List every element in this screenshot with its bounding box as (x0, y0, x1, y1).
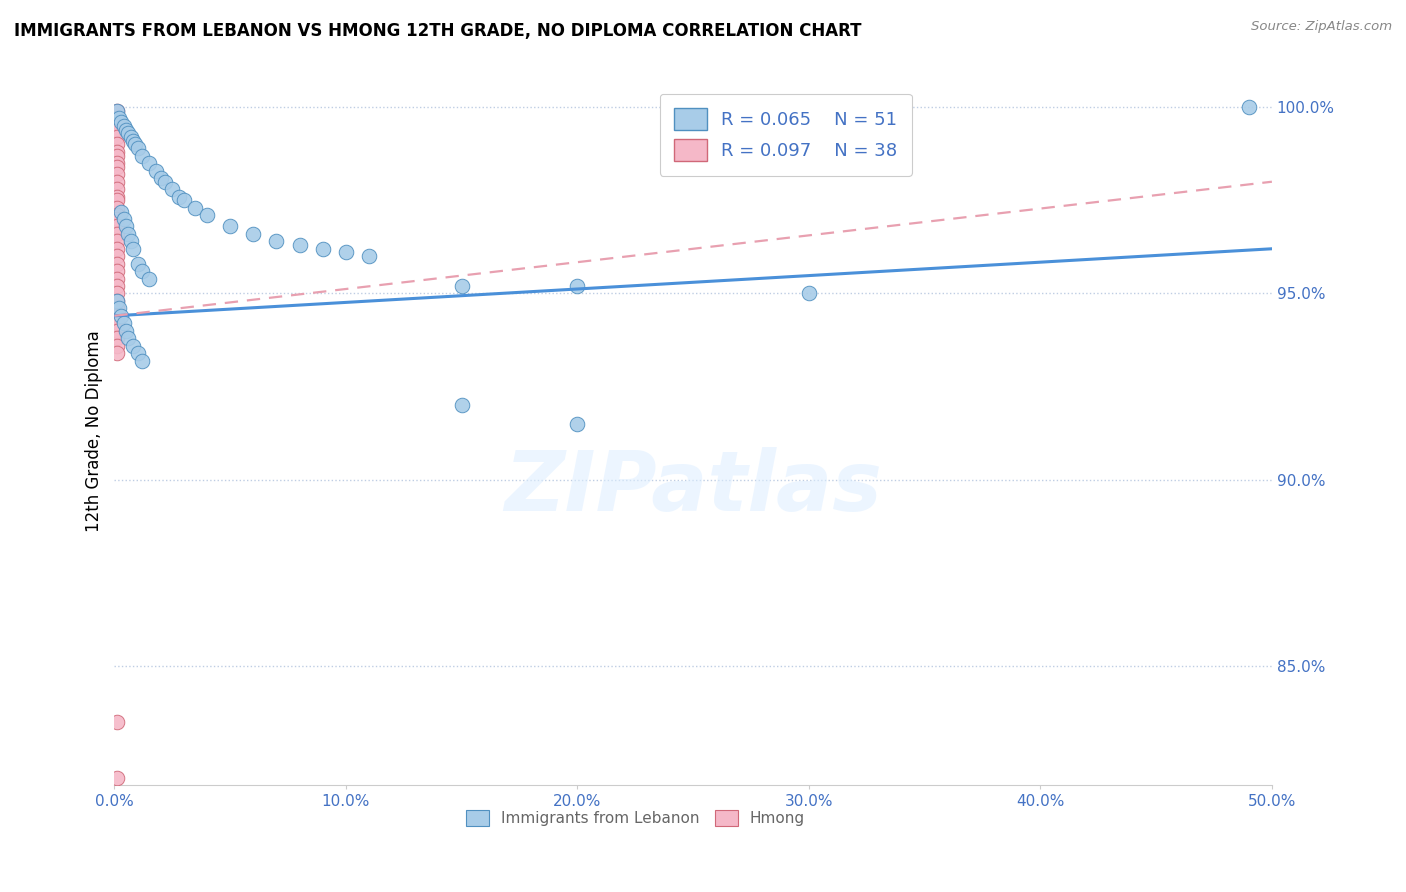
Point (105, 208, 128, 222)
Point (105, 137, 128, 152)
Point (115, 219, 138, 234)
Point (120, 130, 142, 145)
Point (184, 201, 207, 215)
Point (105, 167, 128, 181)
Y-axis label: 12th Grade, No Diploma: 12th Grade, No Diploma (86, 330, 103, 533)
Point (117, 227, 139, 241)
Point (127, 141, 149, 155)
Point (167, 189, 190, 203)
Point (105, 211, 128, 226)
Point (1237, 100, 1260, 114)
Point (105, 346, 128, 360)
Point (108, 301, 131, 316)
Point (173, 194, 195, 208)
Point (219, 219, 242, 234)
Point (105, 122, 128, 136)
Point (105, 115, 128, 129)
Point (335, 245, 357, 260)
Point (115, 324, 138, 338)
Point (127, 346, 149, 360)
Point (120, 235, 142, 249)
Text: IMMIGRANTS FROM LEBANON VS HMONG 12TH GRADE, NO DIPLOMA CORRELATION CHART: IMMIGRANTS FROM LEBANON VS HMONG 12TH GR… (14, 22, 862, 40)
Point (105, 112, 128, 126)
Point (131, 264, 153, 278)
Legend: Immigrants from Lebanon, Hmong: Immigrants from Lebanon, Hmong (458, 803, 813, 834)
Point (105, 103, 128, 118)
Point (266, 235, 288, 249)
Point (105, 309, 128, 323)
Text: Source: ZipAtlas.com: Source: ZipAtlas.com (1251, 20, 1392, 33)
Point (105, 271, 128, 285)
Point (131, 149, 153, 163)
Point (105, 149, 128, 163)
Point (155, 175, 177, 189)
Point (105, 182, 128, 196)
Point (105, 249, 128, 263)
Point (312, 242, 335, 256)
Point (105, 293, 128, 308)
Point (105, 242, 128, 256)
Point (145, 163, 167, 178)
Point (105, 771, 128, 785)
Point (138, 271, 160, 285)
Point (105, 103, 128, 118)
Point (162, 182, 184, 196)
Point (122, 242, 145, 256)
Point (195, 208, 218, 222)
Point (105, 235, 128, 249)
Point (450, 279, 472, 293)
Point (124, 137, 146, 152)
Point (112, 119, 135, 133)
Point (105, 257, 128, 271)
Point (115, 122, 138, 136)
Point (122, 134, 145, 148)
Point (450, 398, 472, 412)
Point (105, 293, 128, 308)
Point (131, 353, 153, 368)
Point (105, 227, 128, 241)
Text: ZIPatlas: ZIPatlas (505, 448, 882, 528)
Point (357, 249, 380, 263)
Point (105, 331, 128, 345)
Point (105, 219, 128, 234)
Point (110, 204, 132, 219)
Point (149, 171, 172, 186)
Point (138, 156, 160, 170)
Point (108, 112, 131, 126)
Point (105, 301, 128, 316)
Point (797, 286, 820, 301)
Point (105, 264, 128, 278)
Point (242, 227, 264, 241)
Point (122, 338, 145, 352)
Point (105, 130, 128, 145)
Point (112, 211, 135, 226)
Point (105, 194, 128, 208)
Point (112, 316, 135, 330)
Point (110, 115, 132, 129)
Point (105, 175, 128, 189)
Point (105, 156, 128, 170)
Point (567, 279, 589, 293)
Point (110, 309, 132, 323)
Point (567, 417, 589, 431)
Point (105, 324, 128, 338)
Point (105, 714, 128, 729)
Point (105, 316, 128, 330)
Point (105, 338, 128, 352)
Point (105, 160, 128, 174)
Point (105, 145, 128, 159)
Point (105, 279, 128, 293)
Point (105, 286, 128, 301)
Point (117, 126, 139, 140)
Point (105, 189, 128, 203)
Point (288, 238, 311, 252)
Point (127, 257, 149, 271)
Point (105, 201, 128, 215)
Point (117, 331, 139, 345)
